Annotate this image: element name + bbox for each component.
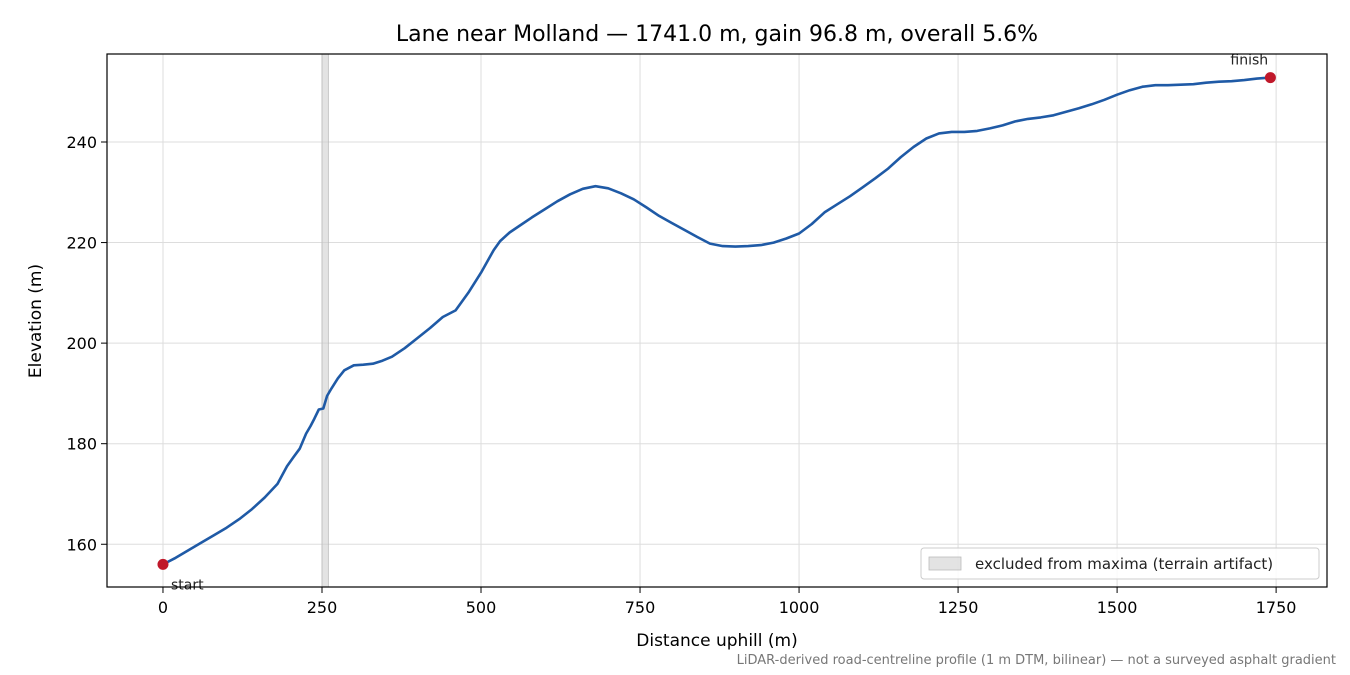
y-tick-label: 200 bbox=[66, 334, 97, 353]
legend-box bbox=[920, 547, 1320, 580]
x-tick-label: 1750 bbox=[1256, 598, 1297, 617]
y-tick-label: 180 bbox=[66, 435, 97, 454]
x-tick-label: 1000 bbox=[779, 598, 820, 617]
y-tick-label: 160 bbox=[66, 535, 97, 554]
axes-frame bbox=[106, 53, 1328, 588]
footnote: LiDAR-derived road-centreline profile (1… bbox=[737, 653, 1336, 668]
legend-swatch bbox=[928, 556, 962, 571]
marker-finish bbox=[1264, 72, 1276, 84]
x-tick-label: 1500 bbox=[1097, 598, 1138, 617]
x-axis-label: Distance uphill (m) bbox=[636, 631, 797, 651]
annotation-start: start bbox=[171, 577, 204, 593]
x-tick-label: 500 bbox=[466, 598, 497, 617]
y-tick-label: 240 bbox=[66, 133, 97, 152]
x-tick-label: 250 bbox=[307, 598, 338, 617]
marker-start bbox=[157, 558, 169, 570]
legend-label: excluded from maxima (terrain artifact) bbox=[975, 555, 1273, 573]
y-axis-label: Elevation (m) bbox=[26, 264, 46, 378]
excluded-span bbox=[321, 53, 329, 588]
x-tick-label: 1250 bbox=[938, 598, 979, 617]
annotation-finish: finish bbox=[1230, 53, 1268, 69]
x-tick-label: 750 bbox=[625, 598, 656, 617]
elevation-line bbox=[161, 76, 1272, 566]
y-tick-label: 220 bbox=[66, 234, 97, 253]
plot-area: start finish 0 250 500 750 1000 1250 1500 1750 160… bbox=[66, 53, 1328, 617]
chart-title: Lane near Molland — 1741.0 m, gain 96.8 … bbox=[396, 22, 1038, 47]
x-tick-label: 0 bbox=[158, 598, 168, 617]
